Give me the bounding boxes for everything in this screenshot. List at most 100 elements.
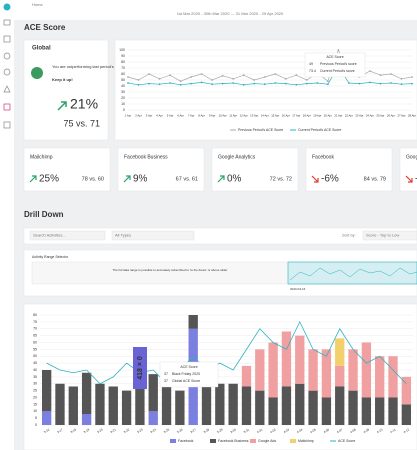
global-change: 21% — [70, 96, 98, 112]
nav-icons[interactable] — [3, 19, 11, 129]
sort-select[interactable] — [362, 230, 417, 241]
bar-segment — [121, 390, 132, 425]
bar-segment — [81, 414, 92, 425]
sort-value: Score - Top to Low — [366, 233, 399, 238]
point — [232, 77, 235, 80]
integration-card[interactable] — [305, 147, 393, 192]
y-tick-label: 40 — [121, 84, 125, 88]
legend-label: Facebook Business — [218, 439, 249, 443]
point — [390, 82, 392, 84]
x-tick-label: 20 Apr — [324, 114, 332, 118]
integration-card[interactable] — [399, 147, 417, 192]
point — [263, 83, 266, 86]
search-input[interactable] — [29, 230, 106, 241]
score-line — [46, 320, 407, 385]
x-tick-label: 3-16 — [43, 427, 50, 434]
x-tick-label: 3-24 — [150, 427, 157, 434]
integration-name: Google — [406, 154, 417, 160]
y-tick-label: 60 — [121, 72, 125, 76]
legend-swatch — [170, 439, 176, 443]
x-tick-label: 3-31 — [243, 427, 250, 434]
range-note: The full data range is possible to accur… — [113, 268, 228, 272]
point — [305, 82, 308, 85]
y-tick-label: 80 — [121, 60, 125, 64]
point — [400, 77, 403, 80]
point — [232, 82, 235, 84]
range-title: Activity Range Selector — [32, 255, 69, 259]
bar-segment — [335, 338, 345, 366]
tooltip-value: 37 — [164, 372, 168, 376]
trend-arrow — [311, 175, 319, 183]
point — [337, 49, 340, 51]
bar-segment — [308, 349, 318, 391]
bar-segment — [55, 383, 65, 425]
bar-segment — [335, 365, 345, 387]
global-card — [23, 39, 109, 141]
owl-icon — [31, 67, 43, 79]
x-tick-label: 4-02 — [269, 427, 276, 434]
x-tick-label: 28 Apr — [408, 114, 416, 118]
integration-change: -6% — [321, 174, 339, 185]
x-tick-label: 15 Apr — [271, 114, 279, 118]
type-select[interactable] — [111, 230, 195, 241]
range-selection[interactable] — [287, 261, 417, 285]
date-range[interactable]: 1st Mar 2020 - 30th Mar 2020 ↔ 31 Mar 20… — [177, 11, 284, 16]
y-tick-label: 10 — [33, 409, 37, 413]
integration-card[interactable] — [211, 147, 299, 192]
x-tick-label: 4-01 — [256, 427, 263, 434]
legend-swatch — [250, 439, 256, 443]
bar-segment — [281, 331, 292, 387]
bar-segment — [41, 411, 52, 425]
bar-segment — [241, 365, 252, 387]
bar-segment — [148, 411, 158, 425]
x-tick-label: 12 Apr — [240, 114, 248, 118]
up-arrow — [57, 101, 67, 111]
bar-segment — [215, 383, 225, 425]
bar-segment — [295, 383, 305, 425]
x-tick-label: 19 Apr — [313, 114, 321, 118]
bar-segment — [41, 370, 52, 412]
breadcrumb[interactable]: Home — [32, 2, 43, 7]
bar-segment — [268, 342, 278, 398]
annotation: 418 × 0 — [137, 356, 144, 380]
ace-chart-card — [114, 39, 417, 141]
y-tick-label: 40 — [33, 368, 37, 372]
y-tick-label: 35 — [33, 375, 37, 379]
point — [284, 77, 287, 80]
x-tick-label: 23 Apr — [355, 114, 363, 118]
legend-label: Mailchimp — [298, 439, 314, 443]
tooltip-value: 49 — [309, 62, 313, 66]
point — [274, 82, 277, 84]
y-tick-label: 70 — [33, 327, 37, 331]
bar-segment — [295, 335, 305, 384]
logo[interactable] — [3, 3, 11, 11]
legend-label: Previous Period's ACE Score — [238, 128, 283, 132]
integration-card[interactable] — [117, 147, 205, 192]
point — [137, 79, 140, 81]
x-tick-label: 6 Apr — [177, 114, 184, 118]
drill-title: Drill Down — [24, 210, 64, 219]
y-tick-label: 90 — [121, 54, 125, 58]
point — [242, 83, 245, 86]
x-tick-label: 4-09 — [363, 427, 370, 434]
bar-segment — [135, 383, 145, 425]
tooltip-value: 73.4 — [309, 69, 316, 73]
point — [169, 82, 171, 84]
trend-arrow — [217, 175, 225, 183]
global-comparison: 75 vs. 71 — [63, 118, 100, 128]
point — [379, 74, 382, 77]
global-title: Global — [32, 46, 51, 52]
tooltip — [304, 52, 366, 78]
tooltip-label: Previous Period's score — [320, 62, 357, 66]
point — [158, 83, 161, 86]
x-tick-label: 3-18 — [70, 427, 77, 434]
x-tick-label: 11 Apr — [229, 114, 237, 118]
bar-segment — [348, 349, 358, 391]
x-tick-label: 13 Apr — [250, 114, 258, 118]
point — [169, 74, 171, 77]
trend-arrow — [123, 175, 131, 183]
bar-segment — [348, 390, 358, 425]
page-title: ACE Score — [24, 23, 66, 32]
y-tick-label: 65 — [33, 334, 37, 338]
integration-card[interactable] — [23, 147, 111, 192]
